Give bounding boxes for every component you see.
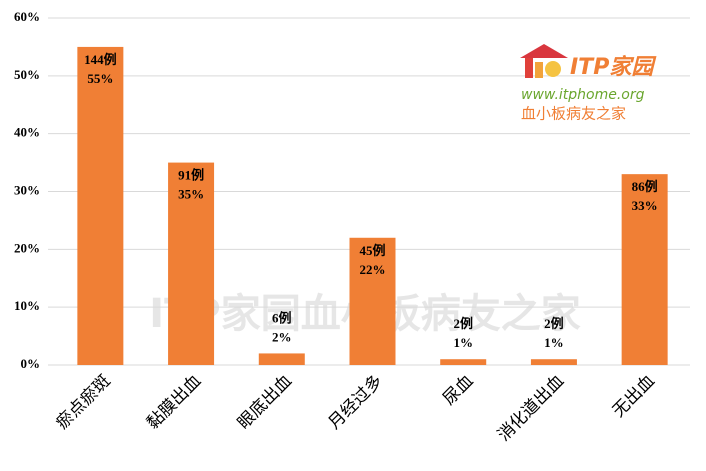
x-tick-label: 无出血 xyxy=(609,371,658,420)
logo-url: www.itphome.org xyxy=(521,87,645,103)
x-tick-label: 瘀点瘀斑 xyxy=(52,371,114,433)
value-label: 55% xyxy=(87,71,113,86)
x-tick-label: 消化道出血 xyxy=(494,371,568,445)
x-tick-label: 尿血 xyxy=(439,371,476,408)
value-label: 22% xyxy=(360,262,386,277)
y-tick-label: 20% xyxy=(14,240,40,255)
count-label: 2例 xyxy=(453,316,473,331)
bar xyxy=(258,353,305,365)
count-label: 2例 xyxy=(544,316,564,331)
x-tick-label: 黏膜出血 xyxy=(143,371,205,433)
bar xyxy=(621,174,668,365)
value-label: 1% xyxy=(453,335,473,350)
count-label: 91例 xyxy=(178,168,204,183)
y-tick-label: 60% xyxy=(14,9,40,24)
value-label: 1% xyxy=(544,335,564,350)
count-label: 144例 xyxy=(84,52,117,67)
count-label: 45例 xyxy=(359,243,385,258)
bar xyxy=(440,359,487,365)
value-label: 2% xyxy=(272,329,292,344)
value-label: 33% xyxy=(632,198,658,213)
value-label: 35% xyxy=(178,187,204,202)
y-tick-label: 40% xyxy=(14,125,40,140)
y-tick-label: 0% xyxy=(21,356,41,371)
x-tick-label: 月经过多 xyxy=(325,371,387,433)
count-label: 86例 xyxy=(632,179,658,194)
y-tick-label: 30% xyxy=(14,182,40,197)
logo-brand: ITP家园 xyxy=(570,54,657,80)
y-tick-label: 50% xyxy=(14,67,40,82)
y-tick-label: 10% xyxy=(14,298,40,313)
bar xyxy=(530,359,577,365)
bar xyxy=(349,237,396,365)
x-tick-label: 眼底出血 xyxy=(234,371,296,433)
count-label: 6例 xyxy=(272,310,292,325)
logo-icon xyxy=(520,44,568,78)
bar xyxy=(77,46,124,366)
bar xyxy=(168,162,215,365)
logo-slogan: 血小板病友之家 xyxy=(521,105,626,123)
